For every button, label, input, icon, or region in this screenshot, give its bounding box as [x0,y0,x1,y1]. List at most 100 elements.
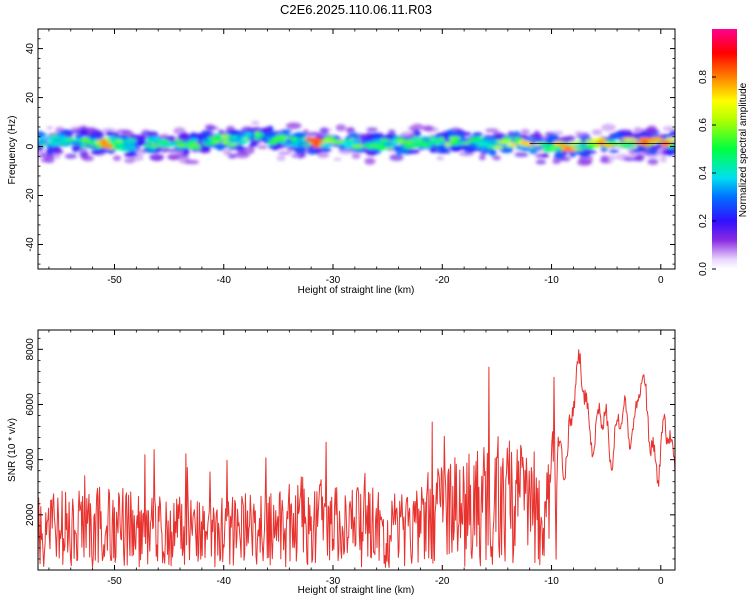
spectrogram-cell [46,126,53,130]
spectrogram-cell [278,151,292,155]
spectrogram-cell [173,139,184,144]
spectrogram-cell [497,139,511,144]
spectrogram-hotspot-core [313,141,320,145]
spectrogram-cell [514,152,529,158]
spectrogram-cell [372,133,384,139]
spectrogram-cell [392,137,405,141]
spectrogram-cell [649,149,658,156]
spectrogram-cell [86,145,98,149]
spectrogram-cell [544,137,555,144]
spectrogram-cell [262,135,274,139]
spectrogram-cell [518,135,529,139]
x-tick-label: -40 [217,576,232,587]
spectrogram-cell [429,148,437,153]
x-tick-label: 0 [658,576,664,587]
x-tick-label: 0 [658,275,664,286]
spectrogram-cell [451,140,459,146]
spectrogram-cell [216,143,227,149]
spectrogram-cell [556,143,567,147]
spectrogram-cell [74,133,82,140]
spectrogram-cell [494,145,504,150]
spectrogram-cell [176,143,186,148]
spectrogram-cell [369,144,381,149]
spectrogram-cell [126,152,136,157]
spectrogram-cell [286,142,300,148]
spectrogram-cell [286,146,300,150]
colorbar-gradient-bar [712,29,737,269]
y-tick-label: -40 [25,237,36,252]
spectrogram-cell [472,132,483,137]
snr-panel: -50 -40 -30 -20 -10 0 2000 4000 6000 8000 Height… [7,329,676,596]
spectrogram-cell [201,138,211,144]
spectrogram-cell [351,144,365,149]
spectrogram-cell [80,138,91,143]
spectrogram-cell [389,153,404,162]
spectrogram-cell [577,159,592,166]
spectrogram-y-ticks: -40 -20 0 20 40 [25,28,675,265]
spectrogram-cell [374,139,381,143]
spectrogram-cell [473,140,488,144]
y-tick-label: -20 [25,188,36,203]
spectrogram-cell [492,155,501,161]
spectrogram-cell [143,144,151,148]
spectrogram-cell [57,135,68,140]
spectrogram-cell [306,148,320,155]
spectrogram-cell [38,143,47,147]
spectrogram-cell [406,144,421,148]
spectrogram-cell [530,145,545,149]
spectrogram-cell [227,153,237,159]
spectrogram-cell [501,148,509,152]
spectrogram-cell [520,128,530,136]
spectrogram-cell [506,134,516,138]
spectrogram-cell [599,159,610,163]
spectrogram-cell [539,142,550,146]
spectrogram-cell [632,148,644,153]
spectrogram-cell [452,138,460,141]
spectrogram-cell [38,140,47,144]
spectrogram-cell [173,127,186,135]
spectrogram-cell [129,134,144,140]
spectrogram-cell [99,149,107,154]
spectrogram-cell [227,140,240,144]
spectrogram-cell [451,131,464,137]
spectrogram-cell [515,145,526,149]
spectrogram-cell [411,138,426,141]
spectrogram-cell [606,140,618,145]
spectrogram-cell [48,141,61,146]
spectrogram-cell [38,132,47,137]
spectrogram-cell [581,143,590,149]
spectrogram-cell [393,144,400,151]
spectrogram-cell [38,137,50,142]
spectrogram-cell [639,131,648,136]
snr-frame [37,329,676,571]
spectrogram-cell [183,148,190,155]
spectrogram-cell [151,144,162,147]
spectrogram-hotspot-core [521,141,528,145]
spectrogram-cell [346,127,355,132]
y-tick-label: 2000 [25,503,36,526]
colorbar-label: Normalized spectral amplitude [738,82,749,217]
spectrogram-cell [528,138,537,142]
spectrogram-frame [37,28,676,270]
spectrogram-cell [662,126,675,132]
spectrogram-cell [317,152,330,158]
snr-series-line [38,349,675,568]
spectrogram-y-label: Frequency (Hz) [7,116,18,185]
spectrogram-cell [591,129,603,136]
spectrogram-cell [62,130,70,134]
y-tick-label: 0 [25,143,36,149]
spectrogram-cell [127,142,134,148]
spectrogram-cell [235,139,249,145]
spectrogram-cell [513,130,521,137]
spectrogram-cell [318,147,332,153]
colorbar-ticks: 0.0 0.2 0.4 0.6 0.8 [698,70,716,276]
spectrogram-cell [531,133,543,138]
spectrogram-cell [541,152,549,158]
spectrogram-cell [480,150,489,155]
spectrogram-cell [274,133,288,137]
snr-x-ticks: -50 -40 -30 -20 -10 0 [48,330,664,587]
x-tick-label: -10 [544,275,559,286]
spectrogram-cell [101,128,116,133]
spectrogram-blobs [38,120,675,166]
spectrogram-cell [45,147,54,155]
